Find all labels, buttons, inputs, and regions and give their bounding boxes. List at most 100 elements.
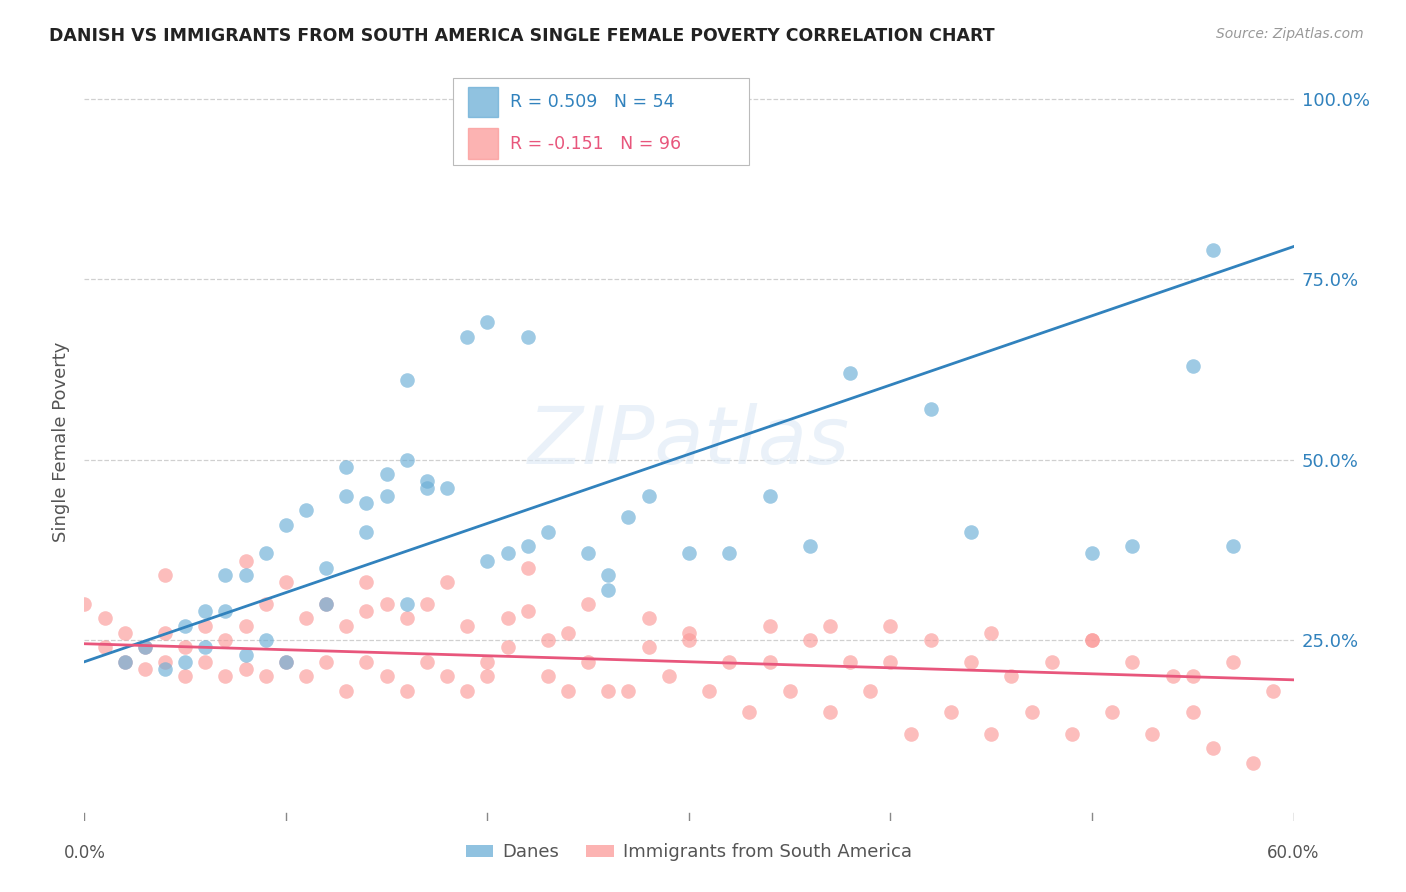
Point — [235, 568, 257, 582]
Point — [516, 561, 538, 575]
Point — [1181, 359, 1204, 373]
Point — [839, 366, 862, 380]
Point — [1222, 539, 1244, 553]
Point — [295, 611, 318, 625]
Point — [496, 640, 519, 655]
Point — [537, 633, 560, 648]
Point — [980, 626, 1002, 640]
Point — [1202, 741, 1225, 756]
Point — [557, 626, 579, 640]
Point — [516, 604, 538, 618]
Point — [799, 539, 821, 553]
Point — [960, 655, 983, 669]
Point — [576, 546, 599, 560]
Point — [194, 655, 217, 669]
Point — [174, 618, 197, 632]
Point — [436, 575, 458, 590]
Text: 60.0%: 60.0% — [1267, 844, 1320, 862]
Point — [315, 597, 337, 611]
Point — [335, 618, 357, 632]
Point — [254, 669, 277, 683]
Point — [920, 402, 942, 417]
Point — [375, 467, 398, 481]
Point — [214, 568, 236, 582]
Point — [779, 683, 801, 698]
Text: DANISH VS IMMIGRANTS FROM SOUTH AMERICA SINGLE FEMALE POVERTY CORRELATION CHART: DANISH VS IMMIGRANTS FROM SOUTH AMERICA … — [49, 27, 995, 45]
Point — [153, 655, 176, 669]
Point — [980, 727, 1002, 741]
Point — [477, 655, 499, 669]
Text: Source: ZipAtlas.com: Source: ZipAtlas.com — [1216, 27, 1364, 41]
Point — [1040, 655, 1063, 669]
Point — [456, 330, 478, 344]
Text: 0.0%: 0.0% — [63, 844, 105, 862]
Point — [274, 655, 297, 669]
Point — [496, 611, 519, 625]
Point — [254, 633, 277, 648]
Point — [718, 655, 741, 669]
Point — [134, 662, 156, 676]
Point — [134, 640, 156, 655]
Point — [859, 683, 882, 698]
Text: ZIPatlas: ZIPatlas — [527, 402, 851, 481]
Point — [879, 618, 901, 632]
Point — [1121, 655, 1143, 669]
Point — [214, 633, 236, 648]
Point — [576, 655, 599, 669]
Point — [395, 611, 418, 625]
Point — [617, 683, 640, 698]
Y-axis label: Single Female Poverty: Single Female Poverty — [52, 342, 70, 541]
Point — [335, 489, 357, 503]
Point — [516, 539, 538, 553]
Point — [758, 489, 780, 503]
Point — [356, 655, 378, 669]
Point — [939, 706, 962, 720]
Point — [335, 683, 357, 698]
Point — [235, 618, 257, 632]
Point — [153, 626, 176, 640]
Point — [395, 683, 418, 698]
Point — [477, 554, 499, 568]
Point — [678, 633, 700, 648]
Point — [758, 618, 780, 632]
Point — [416, 475, 439, 489]
Point — [557, 683, 579, 698]
Point — [395, 597, 418, 611]
Point — [416, 482, 439, 496]
Point — [356, 496, 378, 510]
Point — [960, 524, 983, 539]
Point — [254, 597, 277, 611]
Bar — [468, 128, 498, 159]
Bar — [468, 87, 498, 117]
Point — [738, 706, 761, 720]
Point — [375, 489, 398, 503]
Point — [436, 669, 458, 683]
Point — [537, 669, 560, 683]
Point — [335, 459, 357, 474]
Point — [214, 669, 236, 683]
Point — [1060, 727, 1083, 741]
Point — [1263, 683, 1285, 698]
Point — [153, 568, 176, 582]
Point — [1202, 243, 1225, 257]
Point — [356, 604, 378, 618]
Point — [356, 524, 378, 539]
Legend: Danes, Immigrants from South America: Danes, Immigrants from South America — [460, 836, 918, 869]
Point — [1101, 706, 1123, 720]
Point — [235, 648, 257, 662]
Point — [174, 640, 197, 655]
Point — [375, 597, 398, 611]
Point — [617, 510, 640, 524]
Point — [456, 683, 478, 698]
Point — [214, 604, 236, 618]
Point — [134, 640, 156, 655]
Point — [799, 633, 821, 648]
Point — [718, 546, 741, 560]
Point — [758, 655, 780, 669]
Point — [194, 604, 217, 618]
Text: R = 0.509   N = 54: R = 0.509 N = 54 — [510, 93, 675, 111]
Point — [395, 452, 418, 467]
Point — [1241, 756, 1264, 770]
Point — [153, 662, 176, 676]
Point — [477, 315, 499, 329]
